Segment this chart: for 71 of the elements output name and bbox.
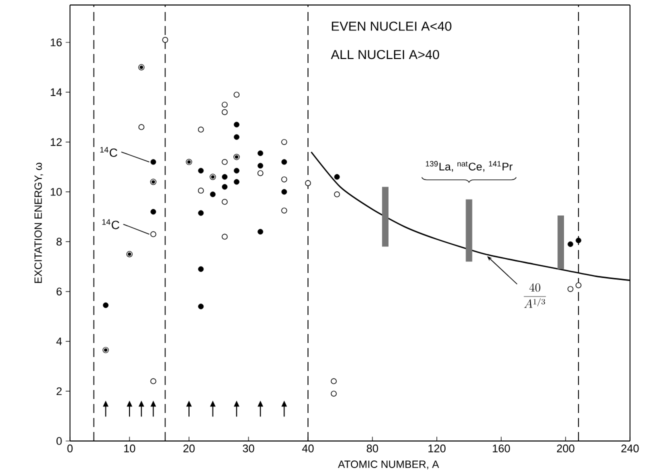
x-tick-label: 120 — [428, 444, 446, 452]
point — [198, 266, 204, 272]
point — [150, 231, 156, 238]
point — [305, 180, 311, 186]
x-tick-label: 30 — [242, 444, 254, 452]
point — [568, 241, 574, 247]
annotation: $^{14}$C — [102, 219, 120, 230]
point — [334, 174, 340, 180]
x-tick-label: 240 — [621, 444, 639, 452]
point — [234, 179, 240, 185]
x-tick-label: 20 — [183, 444, 195, 452]
y-tick-label: 0 — [56, 437, 62, 445]
point — [222, 174, 228, 180]
point — [330, 378, 337, 384]
y-tick-label: 4 — [56, 338, 62, 346]
annotation: $^{14}$C — [100, 146, 118, 157]
point — [222, 184, 228, 190]
y-tick-label: 10 — [50, 188, 62, 196]
point — [330, 390, 337, 397]
point — [150, 159, 156, 165]
x-axis-title: ATOMIC NUMBER, A — [338, 460, 440, 470]
point — [334, 191, 340, 198]
point — [198, 188, 204, 194]
point — [281, 189, 287, 195]
annotation: ALL NUCLEI A>40 — [330, 50, 440, 60]
y-tick-label: 2 — [56, 387, 62, 396]
point — [222, 159, 228, 165]
point — [162, 36, 168, 43]
y-tick-label: 16 — [50, 38, 62, 46]
point — [210, 192, 216, 198]
point — [257, 170, 264, 176]
x-tick-label: 0 — [67, 444, 73, 452]
y-axis-title: EXCITATION ENERGY, ω — [34, 162, 44, 283]
y-tick-label: 8 — [56, 238, 62, 246]
x-tick-label: 80 — [366, 444, 378, 452]
x-tick-label: 10 — [124, 444, 136, 452]
y-tick-label: 6 — [56, 288, 62, 296]
point — [576, 282, 582, 288]
point — [258, 228, 264, 235]
y-tick-label: 14 — [50, 88, 62, 96]
point — [258, 162, 264, 168]
point — [102, 302, 108, 308]
point — [222, 234, 228, 240]
point — [198, 210, 204, 216]
point — [198, 126, 204, 133]
point — [150, 208, 156, 215]
point — [567, 286, 574, 292]
x-tick-label: 40 — [302, 444, 314, 452]
point — [150, 378, 156, 384]
x-tick-label: 200 — [556, 444, 574, 452]
point — [281, 176, 288, 182]
point — [234, 168, 240, 174]
annotation: $\frac{40}{A^{1/3}}$ — [524, 283, 546, 308]
point — [138, 124, 144, 130]
point — [198, 304, 204, 310]
point — [234, 92, 240, 98]
point — [258, 150, 264, 156]
point — [198, 168, 204, 174]
point — [222, 102, 228, 108]
annotation: EVEN NUCLEI A<40 — [332, 22, 452, 31]
point — [281, 159, 287, 165]
point — [576, 238, 582, 244]
point — [281, 208, 288, 214]
point — [222, 109, 228, 116]
point — [281, 139, 288, 145]
point — [234, 134, 240, 140]
point — [222, 198, 228, 205]
point — [234, 122, 240, 128]
annotation: $^{139}$La, $^{nat}$Ce, $^{141}$Pr — [426, 161, 513, 172]
x-tick-label: 160 — [492, 444, 510, 452]
y-tick-label: 12 — [50, 138, 62, 146]
